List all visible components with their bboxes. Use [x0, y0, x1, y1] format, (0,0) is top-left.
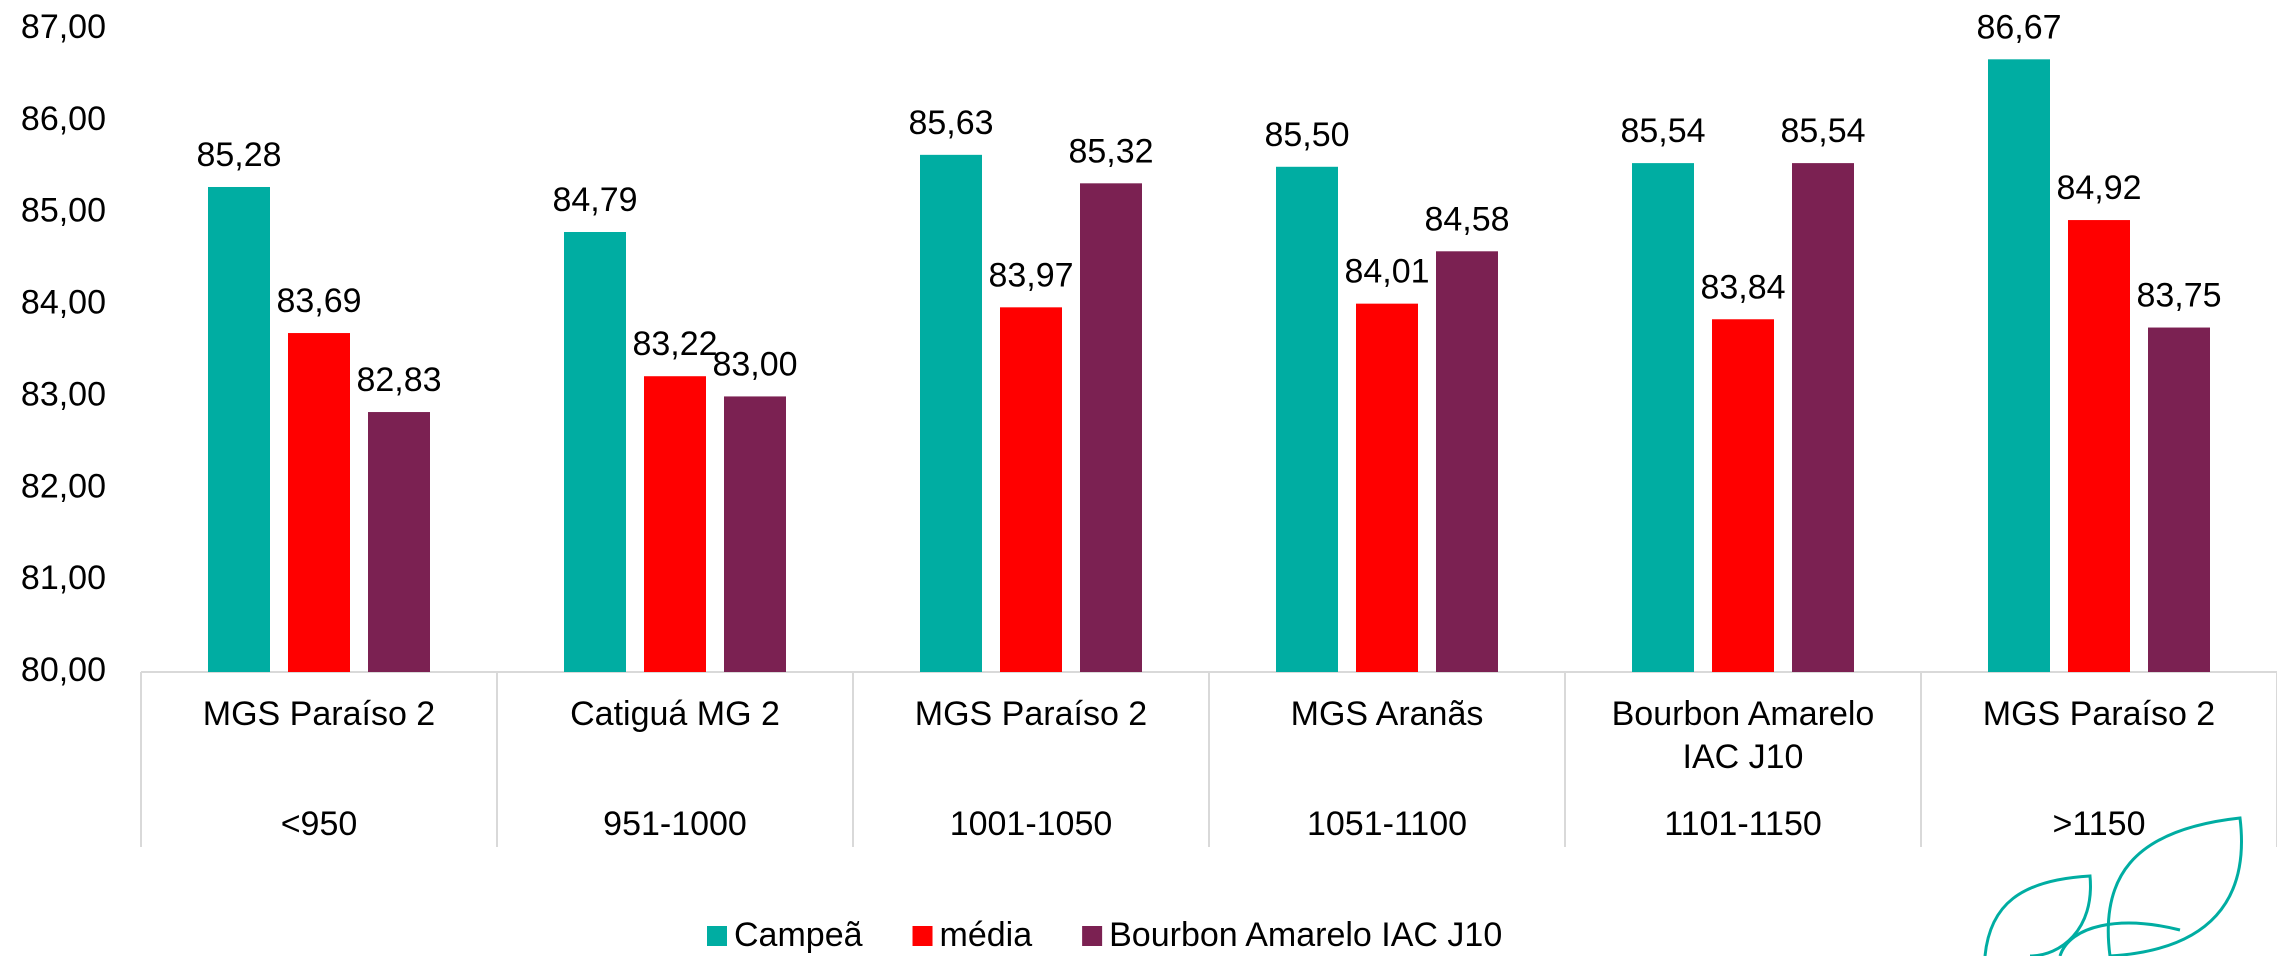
legend-swatch	[1082, 926, 1102, 946]
data-label: 84,01	[1344, 253, 1429, 291]
x-group-label: 1001-1050	[950, 805, 1113, 843]
bar	[1080, 183, 1142, 672]
bar	[1276, 167, 1338, 672]
bar	[288, 333, 350, 672]
data-label: 83,22	[632, 325, 717, 363]
x-tick-label: MGS Paraíso 2	[203, 695, 435, 733]
y-tick-label: 87,00	[21, 8, 106, 46]
x-tick-label: MGS Paraíso 2	[1983, 695, 2215, 733]
legend-label: Campeã	[734, 916, 863, 954]
data-label: 85,32	[1068, 132, 1153, 170]
legend-swatch	[913, 926, 933, 946]
x-group-label: <950	[281, 805, 358, 843]
legend-swatch	[707, 926, 727, 946]
x-group-label: 951-1000	[603, 805, 747, 843]
y-tick-label: 83,00	[21, 375, 106, 413]
legend-label: média	[940, 916, 1033, 954]
x-group-label: 1051-1100	[1307, 805, 1467, 843]
data-label: 85,54	[1780, 112, 1865, 150]
bar	[644, 376, 706, 672]
x-group-label: 1101-1150	[1664, 805, 1822, 843]
y-tick-label: 86,00	[21, 100, 106, 138]
data-label: 83,75	[2136, 277, 2221, 315]
y-tick-label: 81,00	[21, 559, 106, 597]
bar	[1632, 163, 1694, 672]
data-label: 85,63	[908, 104, 993, 142]
bar	[564, 232, 626, 672]
bar	[1356, 304, 1418, 672]
x-tick-label: Catiguá MG 2	[570, 695, 780, 733]
chart: 80,00 81,00 82,00 83,00 84,00 85,00 86,00 87,00…	[0, 0, 2277, 956]
bar	[1792, 163, 1854, 672]
bar	[208, 187, 270, 672]
legend-label: Bourbon Amarelo IAC J10	[1109, 916, 1502, 954]
y-tick-label: 84,00	[21, 284, 106, 322]
y-tick-label: 82,00	[21, 467, 106, 505]
data-label: 83,84	[1700, 268, 1785, 306]
data-label: 83,00	[712, 345, 797, 383]
bar	[368, 412, 430, 672]
bar	[920, 155, 982, 672]
y-tick-label: 85,00	[21, 192, 106, 230]
bar	[1000, 307, 1062, 672]
x-tick-label: MGS Aranãs	[1291, 695, 1484, 733]
bar	[2068, 220, 2130, 672]
data-label: 82,83	[356, 361, 441, 399]
bar	[1988, 59, 2050, 672]
data-label: 86,67	[1976, 8, 2061, 46]
y-tick-label: 80,00	[21, 651, 106, 689]
data-label: 85,54	[1620, 112, 1705, 150]
data-label: 85,50	[1264, 116, 1349, 154]
data-label: 84,79	[552, 181, 637, 219]
bar	[2148, 328, 2210, 672]
bar	[1712, 319, 1774, 672]
data-label: 85,28	[196, 136, 281, 174]
bar	[724, 396, 786, 672]
bar	[1436, 251, 1498, 672]
data-label: 84,92	[2056, 169, 2141, 207]
data-label: 83,97	[988, 256, 1073, 294]
x-tick-label: MGS Paraíso 2	[915, 695, 1147, 733]
x-group-label: >1150	[2053, 805, 2146, 843]
data-label: 83,69	[276, 282, 361, 320]
data-label: 84,58	[1424, 200, 1509, 238]
